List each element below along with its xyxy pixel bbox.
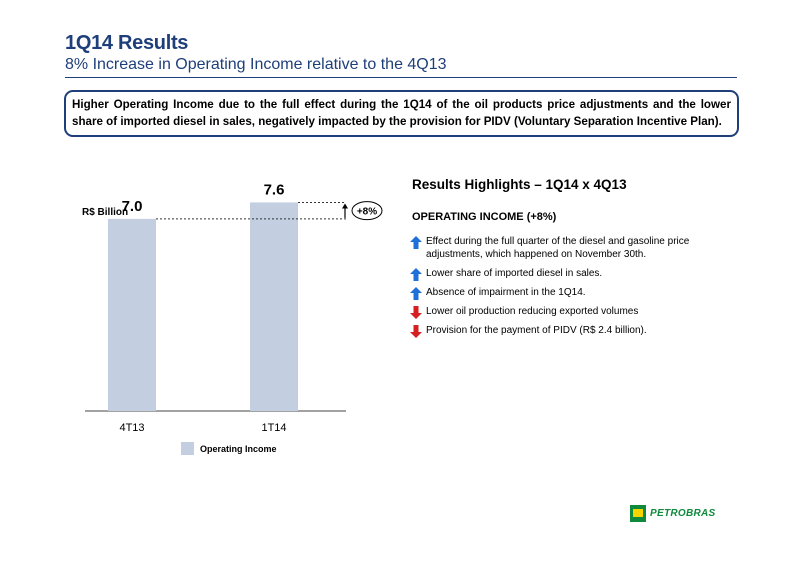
arrow-down-icon	[410, 325, 422, 338]
page-subtitle: 8% Increase in Operating Income relative…	[65, 56, 447, 73]
operating-income-chart: 7.0 4T13 7.6 1T14 +8% Operating Income	[85, 181, 383, 455]
highlights-list: Effect during the full quarter of the di…	[410, 235, 710, 343]
highlight-item: Effect during the full quarter of the di…	[410, 235, 710, 261]
highlight-item: Absence of impairment in the 1Q14.	[410, 286, 710, 300]
page-title: 1Q14 Results	[65, 32, 189, 54]
highlight-item: Lower oil production reducing exported v…	[410, 305, 710, 319]
change-label: +8%	[357, 207, 377, 218]
legend-label: Operating Income	[200, 444, 277, 454]
highlight-text: Lower share of imported diesel in sales.	[426, 268, 603, 279]
x-tick-label-4T13: 4T13	[119, 422, 144, 434]
highlights-section-title: OPERATING INCOME (+8%)	[412, 211, 557, 223]
petrobras-logo-icon	[630, 505, 646, 522]
arrow-down-icon	[410, 306, 422, 319]
logo-text: PETROBRAS	[650, 508, 716, 519]
summary-box: Higher Operating Income due to the full …	[64, 90, 739, 137]
bar-1T14	[250, 202, 298, 411]
bar-4T13	[108, 218, 156, 411]
highlight-text: Effect during the full quarter of the di…	[426, 236, 690, 260]
arrow-up-icon	[410, 268, 422, 281]
arrow-up-icon	[410, 236, 422, 249]
highlight-text: Lower oil production reducing exported v…	[426, 306, 639, 317]
x-tick-label-1T14: 1T14	[261, 422, 286, 434]
data-label-1T14: 7.6	[264, 181, 285, 198]
legend-swatch	[181, 442, 194, 455]
arrow-up-icon	[410, 287, 422, 300]
highlight-item: Provision for the payment of PIDV (R$ 2.…	[410, 324, 710, 338]
title-divider	[65, 77, 737, 78]
petrobras-logo: PETROBRAS	[630, 505, 715, 522]
highlight-text: Provision for the payment of PIDV (R$ 2.…	[426, 325, 647, 336]
highlight-text: Absence of impairment in the 1Q14.	[426, 287, 586, 298]
highlight-item: Lower share of imported diesel in sales.	[410, 267, 710, 281]
chart-unit-label: R$ Billion	[82, 207, 129, 218]
highlights-title: Results Highlights – 1Q14 x 4Q13	[412, 177, 627, 192]
change-oval	[351, 201, 383, 221]
change-arrow-head	[342, 203, 348, 209]
data-label-4T13: 7.0	[122, 198, 143, 215]
